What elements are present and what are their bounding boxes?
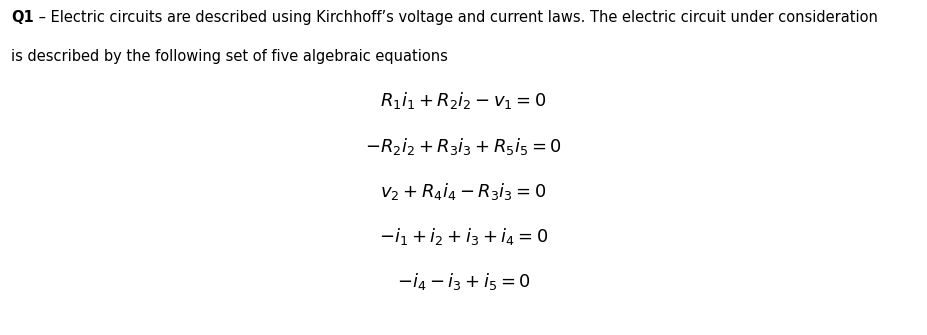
Text: $-R_2i_2 + R_3i_3 + R_5i_5 = 0$: $-R_2i_2 + R_3i_3 + R_5i_5 = 0$ <box>365 136 562 157</box>
Text: Q1: Q1 <box>11 10 34 25</box>
Text: $R_1i_1 + R_2i_2 - v_1 = 0$: $R_1i_1 + R_2i_2 - v_1 = 0$ <box>380 90 547 112</box>
Text: $-i_1 + i_2 + i_3 + i_4 = 0$: $-i_1 + i_2 + i_3 + i_4 = 0$ <box>379 226 548 247</box>
Text: $v_2 + R_4i_4 - R_3i_3 = 0$: $v_2 + R_4i_4 - R_3i_3 = 0$ <box>380 181 547 202</box>
Text: is described by the following set of five algebraic equations: is described by the following set of fiv… <box>11 49 448 64</box>
Text: – Electric circuits are described using Kirchhoff’s voltage and current laws. Th: – Electric circuits are described using … <box>34 10 878 25</box>
Text: $-i_4 - i_3 + i_5 = 0$: $-i_4 - i_3 + i_5 = 0$ <box>397 271 530 292</box>
